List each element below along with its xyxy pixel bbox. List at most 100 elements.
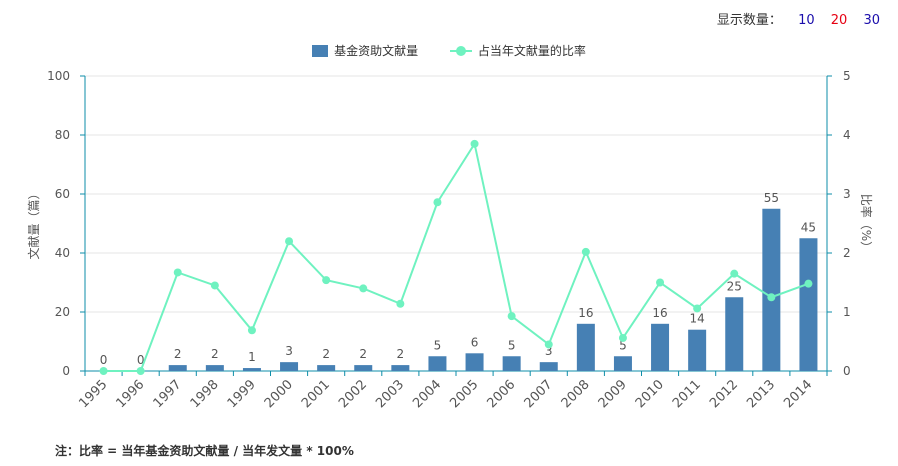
line-point — [136, 367, 145, 375]
line-point — [544, 340, 553, 349]
display-count-label: 显示数量： — [716, 13, 782, 28]
chart-footnote: 注：比率 = 当年基金资助文献量 / 当年发文量 * 100% — [55, 444, 354, 458]
line-point — [730, 269, 739, 278]
bar-data-label: 3 — [285, 344, 293, 358]
x-tick-label: 2006 — [484, 377, 518, 411]
x-tick-label: 1997 — [151, 377, 185, 411]
y-tick-label: 20 — [55, 305, 70, 319]
bar — [688, 329, 707, 371]
bar — [317, 365, 336, 371]
y-tick-label: 0 — [62, 364, 70, 378]
bar — [502, 356, 521, 371]
x-tick-label: 2008 — [559, 377, 593, 411]
bar — [465, 353, 484, 371]
x-tick-label: 2005 — [447, 377, 481, 411]
legend-bar-swatch — [312, 44, 329, 57]
line-point — [359, 284, 368, 293]
bar — [242, 368, 261, 371]
bar — [725, 297, 744, 371]
x-tick-label: 2003 — [373, 377, 407, 411]
display-count-control: 显示数量： 10 20 30 — [717, 9, 880, 28]
x-tick-label: 1995 — [76, 377, 110, 411]
y-tick-label: 80 — [55, 128, 70, 142]
bar — [354, 365, 373, 371]
x-tick-label: 2001 — [299, 377, 333, 411]
bar-data-label: 2 — [174, 347, 182, 361]
y-axis-title: 文献量（篇） — [26, 187, 41, 259]
display-count-option-10[interactable]: 10 — [798, 13, 815, 28]
chart-legend: 基金资助文献量 占当年文献量的比率 — [0, 42, 898, 60]
legend-item-line-series[interactable]: 占当年文献量的比率 — [449, 42, 586, 59]
legend-bar-label: 基金资助文献量 — [334, 44, 419, 58]
display-count-option-30[interactable]: 30 — [863, 13, 880, 28]
y2-tick-label: 3 — [843, 187, 851, 201]
line-point — [470, 139, 479, 148]
bar-data-label: 5 — [508, 338, 516, 352]
bar-data-label: 0 — [100, 353, 108, 367]
bar — [428, 356, 447, 371]
bar-data-label: 2 — [322, 347, 330, 361]
line-point — [581, 247, 590, 256]
x-tick-label: 1996 — [113, 377, 147, 411]
y-tick-label: 60 — [55, 187, 70, 201]
bar-data-label: 0 — [137, 353, 145, 367]
y-tick-label: 100 — [47, 69, 70, 83]
bar-data-label: 16 — [578, 306, 593, 320]
bar-data-label: 25 — [727, 279, 742, 293]
line-point — [396, 299, 405, 308]
bar-data-label: 6 — [471, 335, 479, 349]
y2-tick-label: 2 — [843, 246, 851, 260]
x-tick-label: 1999 — [225, 377, 259, 411]
display-count-option-20[interactable]: 20 — [830, 13, 848, 28]
x-tick-label: 2002 — [336, 377, 370, 411]
line-point — [247, 326, 256, 335]
bar-data-label: 2 — [397, 347, 405, 361]
bar-data-label: 2 — [211, 347, 219, 361]
x-tick-label: 2004 — [410, 377, 444, 411]
legend-line-swatch — [449, 45, 472, 57]
line-point — [99, 367, 108, 375]
bar-data-label: 5 — [434, 338, 442, 352]
line-point — [322, 276, 331, 285]
bar — [539, 362, 558, 371]
bar-data-label: 1 — [248, 350, 256, 364]
bar-data-label: 55 — [764, 191, 779, 205]
series-line — [103, 141, 809, 372]
bar-data-label: 5 — [619, 338, 627, 352]
x-tick-label: 2000 — [262, 377, 296, 411]
bar — [613, 356, 632, 371]
legend-item-bar-series[interactable]: 基金资助文献量 — [312, 42, 418, 59]
bar-data-label: 14 — [690, 312, 705, 326]
bar-data-label: 45 — [801, 220, 816, 234]
x-tick-label: 2014 — [781, 377, 815, 411]
bar-data-label: 16 — [652, 306, 667, 320]
line-point — [210, 281, 219, 290]
line-point — [618, 333, 627, 342]
y2-tick-label: 4 — [843, 128, 851, 142]
line-point — [767, 293, 776, 302]
line-point — [693, 304, 702, 313]
bar — [168, 365, 187, 371]
legend-line-label: 占当年文献量的比率 — [477, 44, 586, 58]
line-point — [173, 268, 182, 277]
bar — [799, 238, 818, 371]
bar — [205, 365, 224, 371]
x-tick-label: 2009 — [596, 377, 630, 411]
bar-data-label: 3 — [545, 344, 553, 358]
x-tick-label: 2013 — [744, 377, 778, 411]
line-point — [804, 279, 813, 288]
y2-tick-label: 0 — [843, 364, 851, 378]
x-tick-label: 2007 — [522, 377, 556, 411]
line-point — [656, 278, 665, 287]
bar-data-label: 2 — [359, 347, 367, 361]
bar — [280, 362, 299, 371]
x-tick-label: 2011 — [670, 377, 704, 411]
x-tick-label: 1998 — [188, 377, 222, 411]
line-point — [433, 198, 442, 207]
y-tick-label: 40 — [55, 246, 70, 260]
y2-tick-label: 5 — [843, 69, 851, 83]
bar — [762, 208, 781, 371]
y2-axis-title: 比率（%） — [859, 194, 874, 253]
y2-tick-label: 1 — [843, 305, 851, 319]
